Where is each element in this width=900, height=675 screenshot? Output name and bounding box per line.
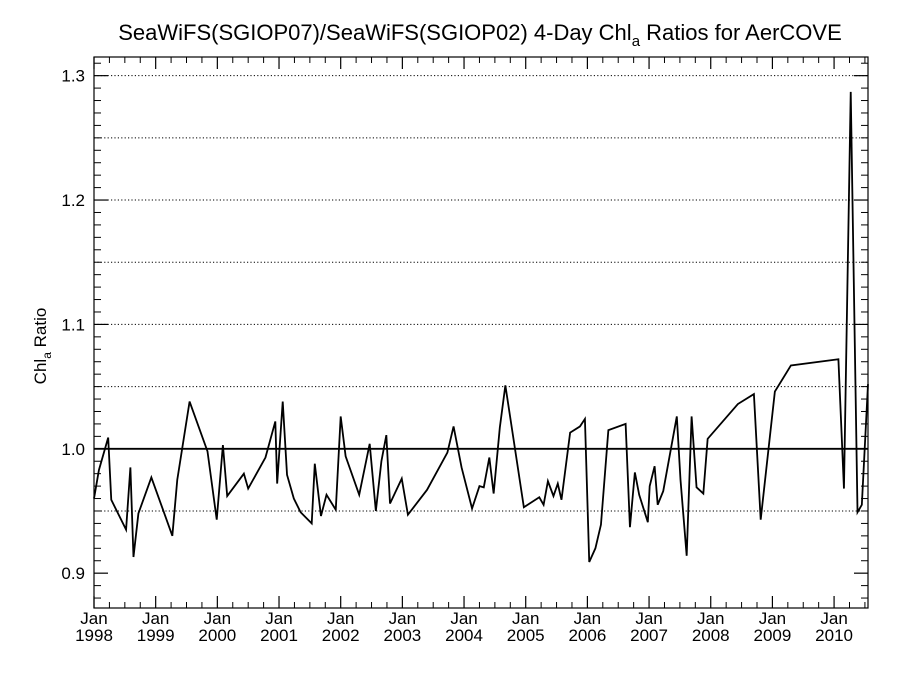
- x-tick-year-label: 2000: [198, 626, 236, 645]
- x-tick-year-label: 2007: [630, 626, 668, 645]
- y-tick-label: 1.1: [61, 315, 85, 334]
- plot-area-frame: [93, 56, 869, 609]
- chart-title-suffix: Ratios for AerCOVE: [640, 20, 842, 45]
- x-tick-year-label: 2003: [383, 626, 421, 645]
- x-tick-month-label: Jan: [327, 609, 354, 628]
- tick-layer: [93, 57, 868, 608]
- x-tick-year-label: 2002: [322, 626, 360, 645]
- y-tick-label: 1.0: [61, 440, 85, 459]
- y-axis-label-suffix: Ratio: [31, 308, 50, 352]
- series-line: [93, 91, 869, 563]
- x-tick-year-label: 2005: [507, 626, 545, 645]
- x-tick-month-label: Jan: [635, 609, 662, 628]
- y-axis-label-main: Chl: [31, 359, 50, 385]
- y-tick-label: 1.3: [61, 67, 85, 86]
- x-tick-year-label: 2010: [815, 626, 853, 645]
- x-tick-month-label: Jan: [389, 609, 416, 628]
- x-tick-month-label: Jan: [204, 609, 231, 628]
- x-tick-month-label: Jan: [759, 609, 786, 628]
- y-tick-label: 1.2: [61, 191, 85, 210]
- grid-layer: [94, 75, 868, 512]
- x-tick-month-label: Jan: [512, 609, 539, 628]
- x-tick-month-label: Jan: [820, 609, 847, 628]
- x-tick-month-label: Jan: [265, 609, 292, 628]
- x-tick-month-label: Jan: [450, 609, 477, 628]
- x-tick-year-label: 2008: [692, 626, 730, 645]
- y-axis-label: Chla Ratio: [31, 308, 54, 385]
- y-tick-label: 0.9: [61, 564, 85, 583]
- y-tick-labels: 0.9 1.0 1.1 1.2 1.3: [61, 67, 85, 584]
- x-tick-year-label: 2009: [753, 626, 791, 645]
- x-tick-month-label: Jan: [80, 609, 107, 628]
- x-tick-year-label: 2004: [445, 626, 483, 645]
- chart-title: SeaWiFS(SGIOP07)/SeaWiFS(SGIOP02) 4-Day …: [118, 20, 842, 50]
- x-tick-year-label: 1999: [137, 626, 175, 645]
- x-tick-year-label: 2006: [568, 626, 606, 645]
- y-axis-label-subscript: a: [40, 352, 54, 359]
- x-tick-month-label: Jan: [574, 609, 601, 628]
- x-tick-month-label: Jan: [697, 609, 724, 628]
- x-tick-labels: Jan1998Jan1999Jan2000Jan2001Jan2002Jan20…: [75, 609, 853, 645]
- x-tick-year-label: 1998: [75, 626, 113, 645]
- x-tick-month-label: Jan: [142, 609, 169, 628]
- x-tick-year-label: 2001: [260, 626, 298, 645]
- chart-title-main: SeaWiFS(SGIOP07)/SeaWiFS(SGIOP02) 4-Day …: [118, 20, 631, 45]
- chart-title-subscript: a: [632, 33, 641, 50]
